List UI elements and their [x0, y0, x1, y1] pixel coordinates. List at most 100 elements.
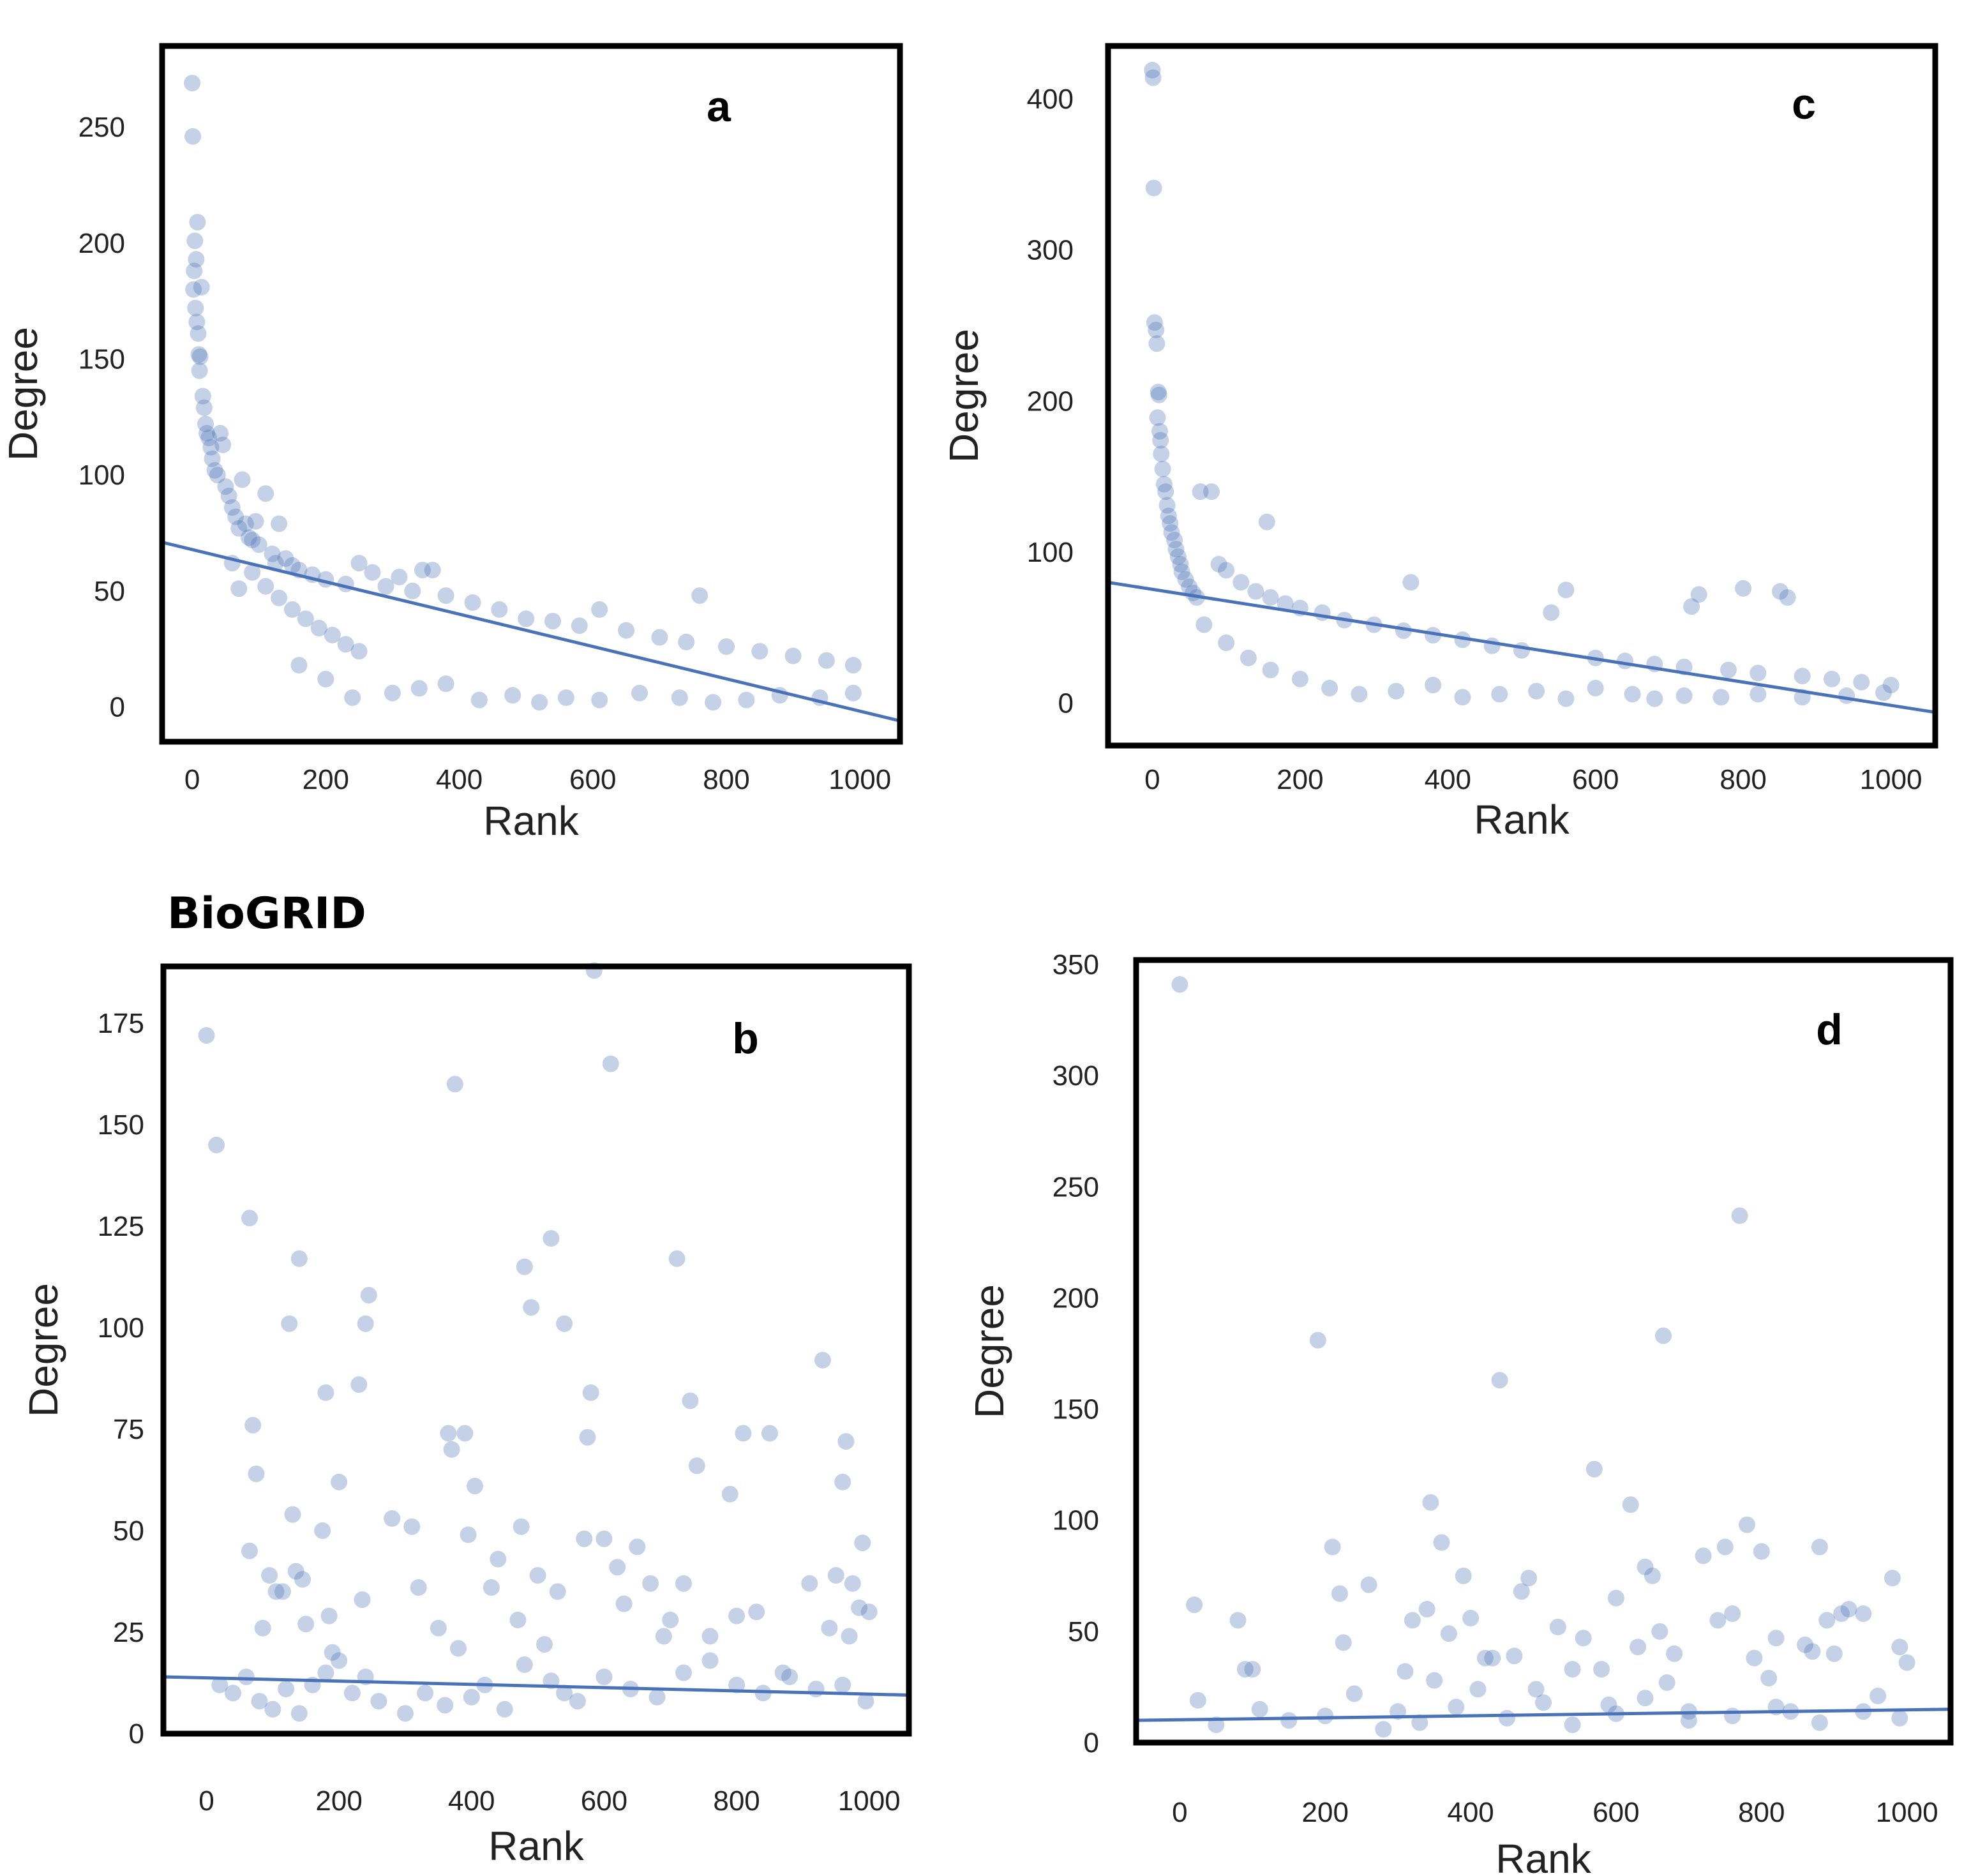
data-point	[208, 1136, 225, 1153]
data-point	[1794, 668, 1811, 685]
x-tick-label: 600	[1572, 764, 1619, 795]
data-point	[1750, 664, 1767, 682]
data-point	[1658, 1674, 1675, 1691]
data-point	[1247, 583, 1264, 600]
data-point	[1772, 583, 1788, 600]
data-point	[834, 1676, 851, 1693]
data-point	[557, 689, 574, 706]
data-point	[544, 613, 561, 630]
data-point	[1557, 690, 1575, 707]
data-point	[187, 299, 204, 317]
data-point	[384, 1510, 401, 1527]
data-point	[1335, 1634, 1352, 1651]
data-point	[1891, 1639, 1908, 1656]
data-point	[1506, 1647, 1523, 1665]
data-point	[774, 1664, 791, 1681]
data-point	[470, 691, 488, 709]
x-tick-label: 800	[1720, 764, 1766, 795]
data-point	[1898, 1654, 1915, 1671]
data-point	[1646, 690, 1663, 707]
data-point	[1491, 686, 1508, 703]
data-point	[1683, 598, 1700, 615]
data-point	[728, 1607, 746, 1625]
data-point	[364, 564, 381, 581]
data-point	[1154, 460, 1171, 477]
data-point	[1564, 1716, 1581, 1734]
data-point	[1454, 631, 1471, 649]
data-point	[1433, 1534, 1450, 1551]
section-title-biogrid: BioGRID	[167, 889, 366, 939]
data-point	[1422, 1494, 1439, 1511]
data-point	[668, 1250, 686, 1267]
data-point	[206, 461, 223, 479]
data-point	[404, 582, 421, 599]
x-tick-label: 1000	[828, 764, 891, 795]
data-point	[1173, 563, 1190, 580]
data-point	[1818, 1612, 1836, 1629]
panel-label-d: d	[1816, 1005, 1843, 1054]
data-point	[1870, 1687, 1887, 1704]
data-point	[1149, 409, 1166, 426]
data-point	[186, 262, 203, 280]
data-point	[189, 214, 206, 231]
data-point	[284, 601, 301, 618]
data-point	[738, 691, 755, 709]
data-point	[450, 1640, 467, 1657]
data-point	[391, 569, 408, 585]
panel-label-a: a	[707, 82, 731, 131]
data-point	[1833, 1605, 1850, 1622]
data-point	[188, 313, 206, 331]
data-point	[202, 439, 220, 456]
data-point	[1882, 677, 1900, 694]
data-point	[642, 1575, 659, 1592]
data-point	[430, 1619, 447, 1637]
data-point	[343, 1685, 361, 1702]
data-point	[814, 1351, 831, 1369]
data-point	[602, 1055, 619, 1072]
data-point	[424, 562, 441, 579]
data-point	[190, 325, 207, 342]
data-point	[1181, 578, 1198, 596]
data-point	[320, 1607, 338, 1625]
data-point	[350, 1376, 368, 1393]
data-point	[184, 75, 201, 92]
data-point	[1838, 687, 1855, 704]
x-tick-label: 200	[1277, 764, 1323, 795]
data-point	[1739, 1516, 1755, 1533]
data-point	[350, 643, 368, 660]
data-point	[618, 622, 635, 639]
x-tick-label: 200	[1302, 1797, 1349, 1828]
x-tick-label: 400	[436, 764, 483, 795]
data-point	[397, 1705, 414, 1722]
data-point	[1162, 515, 1179, 532]
data-point	[1210, 555, 1227, 573]
data-point	[241, 1210, 258, 1227]
data-point	[531, 694, 548, 711]
data-point	[1440, 1625, 1457, 1642]
data-point	[662, 1611, 679, 1628]
scatter-points-a	[184, 75, 862, 711]
x-tick-label: 0	[1144, 764, 1160, 795]
data-point	[1513, 1583, 1530, 1600]
data-point	[244, 564, 261, 581]
data-point	[337, 636, 354, 653]
data-point	[582, 1384, 599, 1401]
data-point	[821, 1619, 838, 1637]
data-point	[705, 694, 722, 711]
data-point	[1144, 61, 1161, 79]
data-point	[1153, 446, 1170, 463]
data-point	[460, 1526, 477, 1543]
data-point	[1875, 684, 1892, 702]
data-point	[297, 610, 314, 627]
data-point	[569, 1693, 586, 1710]
y-tick-label: 0	[1084, 1727, 1099, 1759]
data-point	[1724, 1707, 1741, 1725]
data-point	[1760, 1670, 1778, 1686]
y-tick-label: 100	[1027, 537, 1074, 568]
data-point	[1622, 1496, 1639, 1513]
data-point	[1455, 1567, 1472, 1584]
data-point	[251, 1693, 268, 1710]
y-tick-label: 200	[1053, 1282, 1099, 1314]
data-point	[237, 1669, 255, 1685]
data-point	[331, 1652, 348, 1669]
